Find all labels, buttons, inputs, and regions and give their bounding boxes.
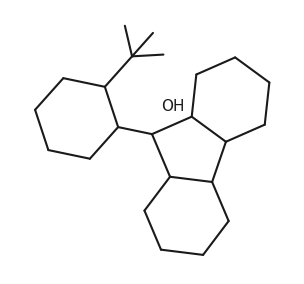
- Text: OH: OH: [161, 99, 185, 114]
